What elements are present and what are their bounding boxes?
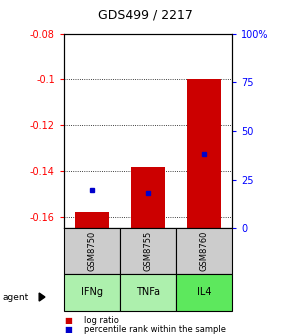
Text: GSM8760: GSM8760 bbox=[200, 231, 209, 271]
Bar bbox=[64, 228, 120, 274]
Text: log ratio: log ratio bbox=[84, 316, 119, 325]
Bar bbox=[120, 228, 176, 274]
Bar bbox=[64, 274, 120, 311]
Bar bbox=[131, 167, 165, 228]
Text: GSM8750: GSM8750 bbox=[87, 231, 96, 271]
Text: ■: ■ bbox=[64, 325, 72, 334]
Text: IFNg: IFNg bbox=[81, 287, 103, 297]
Text: IL4: IL4 bbox=[197, 287, 211, 297]
Text: GSM8755: GSM8755 bbox=[143, 231, 153, 271]
Bar bbox=[75, 212, 109, 228]
Text: GDS499 / 2217: GDS499 / 2217 bbox=[97, 8, 193, 22]
Bar bbox=[120, 274, 176, 311]
Bar bbox=[187, 79, 221, 228]
Text: agent: agent bbox=[3, 293, 29, 301]
Text: ■: ■ bbox=[64, 316, 72, 325]
Bar bbox=[176, 228, 232, 274]
Bar bbox=[176, 274, 232, 311]
Polygon shape bbox=[39, 293, 45, 301]
Text: TNFa: TNFa bbox=[136, 287, 160, 297]
Text: percentile rank within the sample: percentile rank within the sample bbox=[84, 325, 226, 334]
